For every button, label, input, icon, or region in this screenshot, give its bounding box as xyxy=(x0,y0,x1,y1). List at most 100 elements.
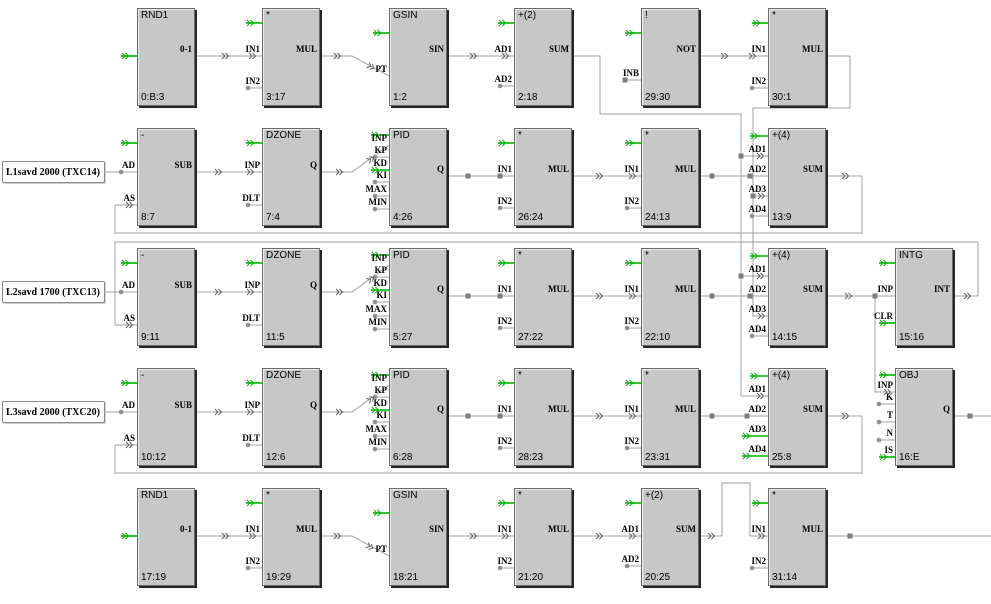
function-block-20-25[interactable]: +(2) 20:25 xyxy=(641,488,699,586)
function-block-31-14[interactable]: * 31:14 xyxy=(768,488,826,586)
junction-dot xyxy=(847,533,853,539)
wire-arrow xyxy=(469,532,478,540)
pin-label-q: Q xyxy=(942,404,950,414)
function-block-11-5[interactable]: DZONE 11:5 xyxy=(262,248,320,346)
function-block-29-30[interactable]: ! 29:30 xyxy=(641,8,699,106)
function-block-8-7[interactable]: - 8:7 xyxy=(137,128,195,226)
pin-label-mul: MUL xyxy=(548,404,569,414)
junction-dot xyxy=(872,293,878,299)
function-block-7-4[interactable]: DZONE 7:4 xyxy=(262,128,320,226)
pin-label-0-1: 0-1 xyxy=(180,44,192,54)
junction-dot xyxy=(749,213,755,219)
wire-arrow xyxy=(333,532,342,540)
function-block-0-b-3[interactable]: RND1 0:B:3 xyxy=(137,8,195,106)
junction-dot xyxy=(876,419,882,425)
function-block-9-11[interactable]: - 9:11 xyxy=(137,248,195,346)
wire-arrow xyxy=(720,52,729,60)
pin-label-0-1: 0-1 xyxy=(180,524,192,534)
function-block-18-21[interactable]: GSIN 18:21 xyxy=(389,488,447,586)
function-block-12-6[interactable]: DZONE 12:6 xyxy=(262,368,320,466)
signal-tag[interactable]: L2savd 1700 (TXC13) xyxy=(2,281,105,303)
pin-label-in1: IN1 xyxy=(624,164,639,174)
function-block-27-22[interactable]: * 27:22 xyxy=(514,248,572,346)
pin-label-mul: MUL xyxy=(675,404,696,414)
block-type-label: * xyxy=(266,10,270,21)
junction-dot xyxy=(624,445,630,451)
pin-label-ad3: AD3 xyxy=(748,424,767,434)
pin-label-in1: IN1 xyxy=(497,284,512,294)
pin-label-as: AS xyxy=(123,433,135,443)
junction-dot xyxy=(622,77,628,83)
wire-arrow xyxy=(248,532,257,540)
signal-tag[interactable]: L3savd 2000 (TXC20) xyxy=(2,401,105,423)
wire-arrow xyxy=(750,252,759,260)
junction-dot xyxy=(372,433,378,439)
pin-label-inp: INP xyxy=(877,380,894,390)
function-block-4-26[interactable]: PID 4:26 xyxy=(389,128,447,226)
wire-arrow xyxy=(366,156,375,164)
function-block-26-24[interactable]: * 26:24 xyxy=(514,128,572,226)
block-id: 7:4 xyxy=(266,212,280,223)
wire-arrow xyxy=(373,509,382,517)
wire-arrow xyxy=(125,201,134,209)
function-block-21-20[interactable]: * 21:20 xyxy=(514,488,572,586)
pin-label-ad1: AD1 xyxy=(748,144,767,154)
block-id: 1:2 xyxy=(393,92,407,103)
block-type-label: * xyxy=(645,370,649,381)
junction-dot xyxy=(497,83,503,89)
function-block-19-29[interactable]: * 19:29 xyxy=(262,488,320,586)
wire-arrow xyxy=(121,139,130,147)
junction-dot xyxy=(738,153,744,159)
pin-label-q: Q xyxy=(436,284,444,294)
signal-tag[interactable]: L1savd 2000 (TXC14) xyxy=(2,161,105,183)
wire-arrow xyxy=(625,379,634,387)
wire-arrow xyxy=(879,319,888,327)
block-id: 0:B:3 xyxy=(141,92,165,103)
wire-arrow xyxy=(752,499,761,507)
block-type-label: * xyxy=(518,490,522,501)
function-block-22-10[interactable]: * 22:10 xyxy=(641,248,699,346)
block-id: 5:27 xyxy=(393,332,413,343)
pin-label-k: K xyxy=(885,392,893,402)
function-block-2-18[interactable]: +(2) 2:18 xyxy=(514,8,572,106)
pin-label-ki: KI xyxy=(376,410,387,420)
function-block-28-23[interactable]: * 28:23 xyxy=(514,368,572,466)
junction-dot xyxy=(372,326,378,332)
function-block-14-15[interactable]: +(4) 14:15 xyxy=(768,248,826,346)
wire-arrow xyxy=(366,396,375,404)
wire-arrow xyxy=(371,166,380,174)
function-block-15-16[interactable]: INTG 15:16 xyxy=(895,248,953,346)
pin-label-in2: IN2 xyxy=(497,436,512,446)
pin-label-ki: KI xyxy=(376,170,387,180)
wire-arrow xyxy=(365,542,374,550)
wire-arrow xyxy=(335,288,344,296)
function-block-30-1[interactable]: * 30:1 xyxy=(768,8,826,106)
function-block-3-17[interactable]: * 3:17 xyxy=(262,8,320,106)
block-type-label: PID xyxy=(393,370,410,381)
block-id: 19:29 xyxy=(266,572,292,583)
block-id: 17:19 xyxy=(141,572,167,583)
function-block-16-e[interactable]: OBJ 16:E xyxy=(895,368,953,466)
function-block-23-31[interactable]: * 23:31 xyxy=(641,368,699,466)
pin-label-clr: CLR xyxy=(873,311,893,321)
function-block-13-9[interactable]: +(4) 13:9 xyxy=(768,128,826,226)
function-block-1-2[interactable]: GSIN 1:2 xyxy=(389,8,447,106)
function-block-6-28[interactable]: PID 6:28 xyxy=(389,368,447,466)
wire-arrow xyxy=(879,259,888,267)
function-block-17-19[interactable]: RND1 17:19 xyxy=(137,488,195,586)
function-block-10-12[interactable]: - 10:12 xyxy=(137,368,195,466)
block-type-label: PID xyxy=(393,250,410,261)
pin-label-q: Q xyxy=(309,400,317,410)
block-id: 21:20 xyxy=(518,572,544,583)
junction-dot xyxy=(372,446,378,452)
function-block-5-27[interactable]: PID 5:27 xyxy=(389,248,447,346)
function-block-25-8[interactable]: +(4) 25:8 xyxy=(768,368,826,466)
pin-label-inp: INP xyxy=(371,253,388,263)
pin-label-in1: IN1 xyxy=(497,524,512,534)
wire-arrow xyxy=(628,532,637,540)
junction-dot xyxy=(372,274,378,280)
wire xyxy=(114,241,979,326)
function-block-24-13[interactable]: * 24:13 xyxy=(641,128,699,226)
pin-label-min: MIN xyxy=(368,317,388,327)
